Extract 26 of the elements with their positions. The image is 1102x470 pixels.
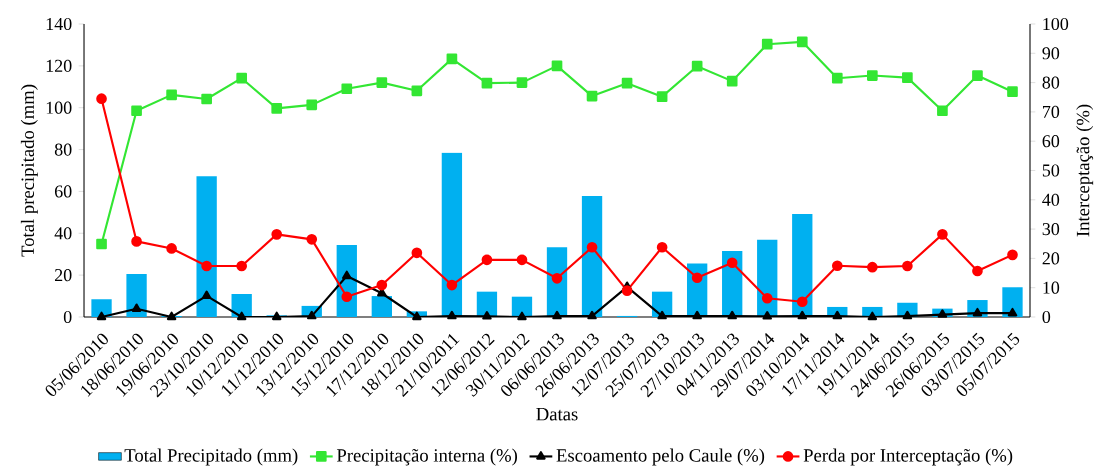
y-tick-label: 0: [63, 310, 72, 324]
y2-tick-label: 20: [1042, 252, 1060, 265]
y2-tick-label: 30: [1042, 223, 1060, 236]
legend-label: Perda por Interceptação (%): [803, 448, 1013, 466]
y-tick-label: 120: [46, 59, 72, 72]
y2-axis-title: Interceptação (%): [1076, 104, 1094, 237]
y2-tick-label: 100: [1043, 17, 1069, 31]
y2-tick-label: 80: [1042, 76, 1060, 89]
y2-tick-label: 90: [1042, 47, 1060, 60]
y-tick-label: 40: [54, 227, 72, 240]
y-tick-label: 100: [46, 101, 72, 114]
y2-tick-label: 10: [1043, 281, 1060, 294]
y2-tick-label: 0: [1042, 310, 1051, 324]
x-axis-title: Datas: [536, 408, 578, 421]
y2-tick-label: 50: [1042, 164, 1060, 177]
y2-tick-label: 70: [1043, 105, 1060, 118]
legend-label: Escoamento pelo Caule (%): [556, 448, 765, 466]
y-tick-label: 80: [54, 143, 72, 156]
y-tick-label: 140: [46, 17, 72, 31]
y2-tick-label: 60: [1042, 135, 1060, 148]
legend-label: Total Precipitado (mm): [124, 448, 298, 466]
legend-label: Precipitação interna (%): [336, 448, 518, 466]
y-tick-label: 20: [54, 269, 72, 282]
y-tick-label: 60: [54, 185, 72, 198]
y-axis-title: Total precipitado (mm): [20, 84, 38, 257]
y2-tick-label: 40: [1042, 193, 1060, 206]
